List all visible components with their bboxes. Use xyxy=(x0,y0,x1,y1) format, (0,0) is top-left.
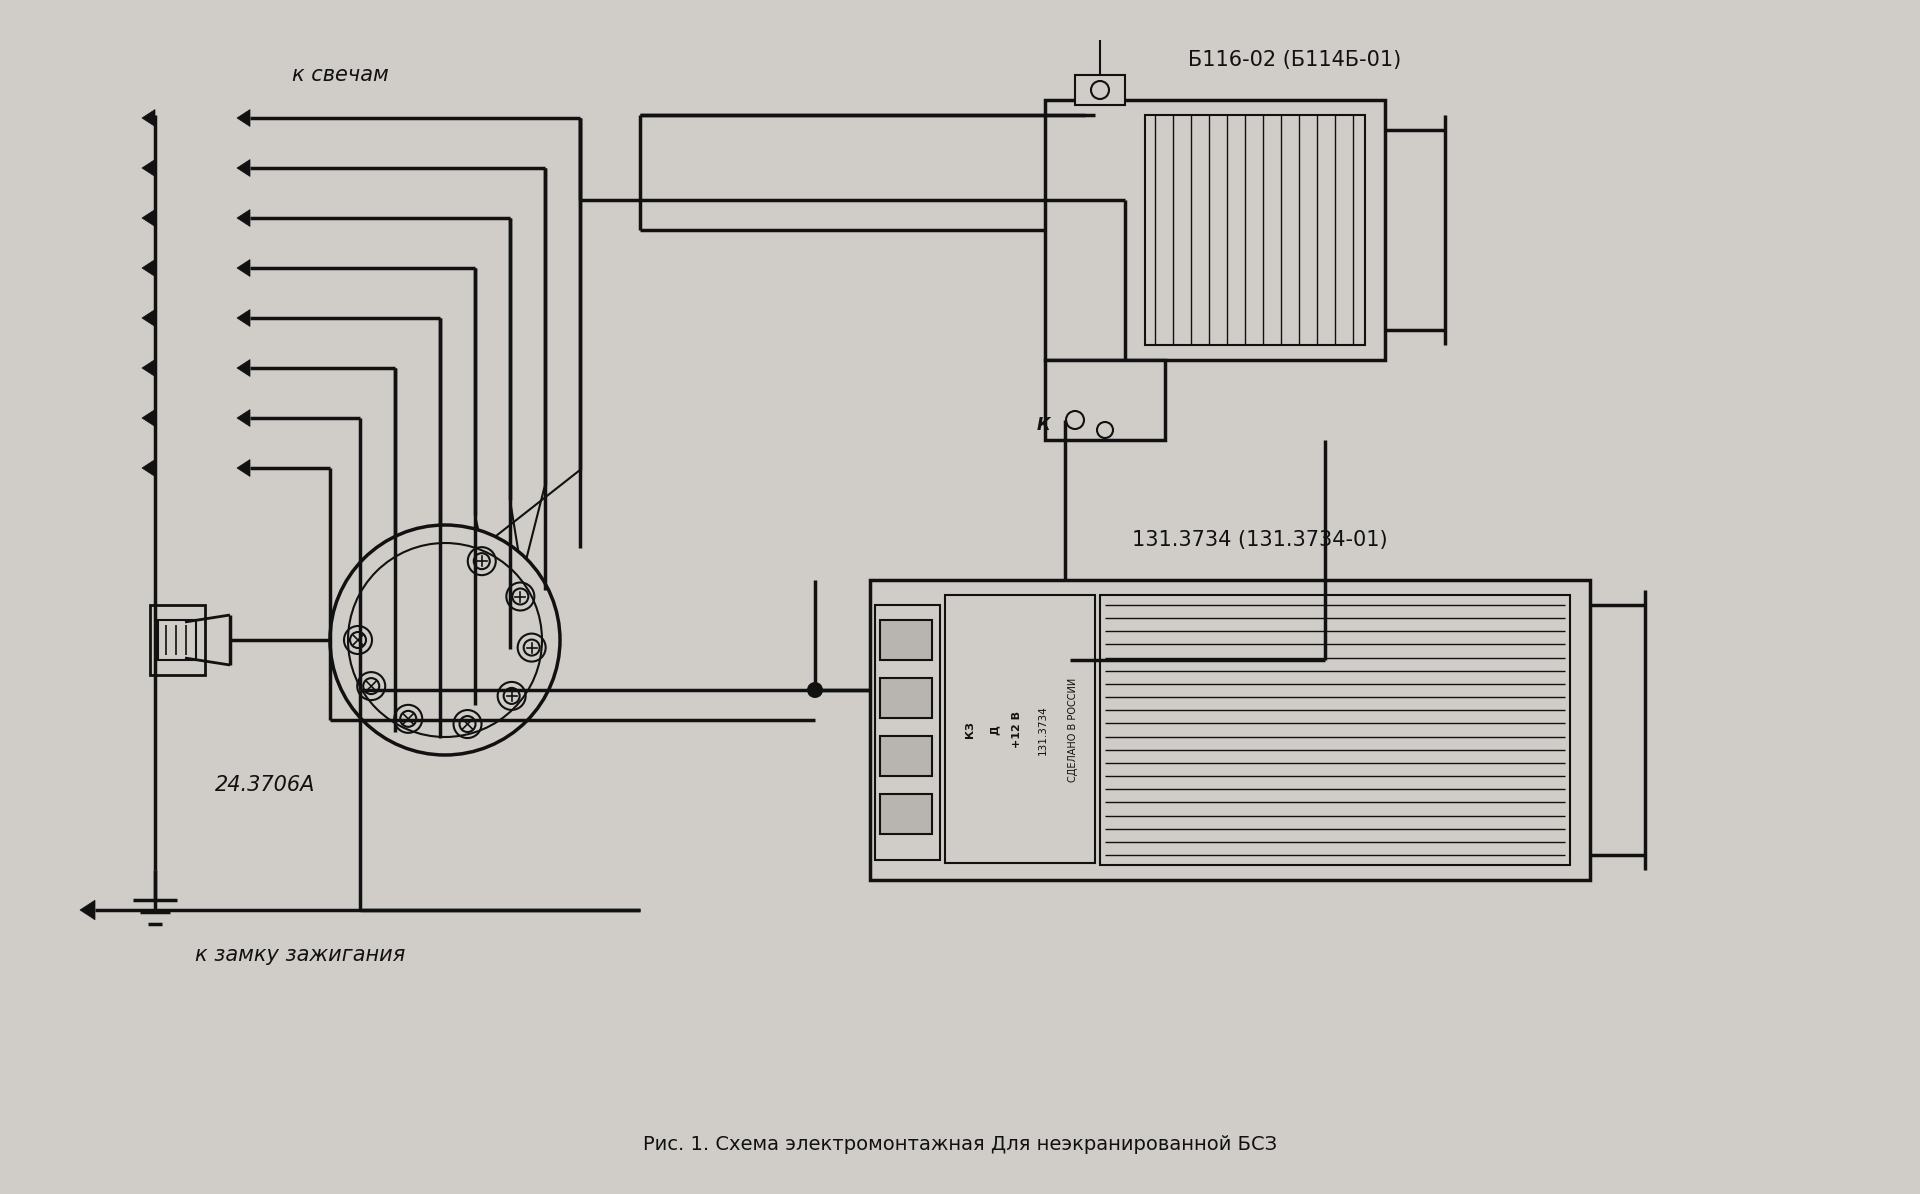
Text: Рис. 1. Схема электромонтажная Для неэкранированной БСЗ: Рис. 1. Схема электромонтажная Для неэкр… xyxy=(643,1135,1277,1155)
Polygon shape xyxy=(236,460,250,476)
Polygon shape xyxy=(142,460,156,476)
Text: 24.3706А: 24.3706А xyxy=(215,775,315,795)
Bar xyxy=(1044,100,1384,361)
Polygon shape xyxy=(142,410,156,426)
Bar xyxy=(1044,361,1165,441)
Text: СДЕЛАНО В РОССИИ: СДЕЛАНО В РОССИИ xyxy=(1068,678,1077,782)
Circle shape xyxy=(330,525,561,755)
Bar xyxy=(879,678,931,718)
Polygon shape xyxy=(236,359,250,376)
Bar xyxy=(879,620,931,660)
Polygon shape xyxy=(142,160,156,177)
Polygon shape xyxy=(236,309,250,326)
Text: к свечам: к свечам xyxy=(292,64,388,85)
Polygon shape xyxy=(142,259,156,277)
Polygon shape xyxy=(142,309,156,326)
Polygon shape xyxy=(236,410,250,426)
Bar xyxy=(879,794,931,833)
Text: КЗ: КЗ xyxy=(966,721,975,738)
Bar xyxy=(870,580,1590,880)
Polygon shape xyxy=(142,359,156,376)
Polygon shape xyxy=(142,110,156,127)
Bar xyxy=(1075,75,1125,105)
Text: +12 В: +12 В xyxy=(1012,712,1021,749)
Bar xyxy=(157,620,196,660)
Circle shape xyxy=(806,682,824,698)
Bar xyxy=(876,605,941,860)
Text: 131.3734 (131.3734-01): 131.3734 (131.3734-01) xyxy=(1133,530,1388,550)
Bar xyxy=(879,736,931,776)
Polygon shape xyxy=(236,210,250,227)
Text: 131.3734: 131.3734 xyxy=(1039,706,1048,755)
Text: Б116-02 (Б114Б-01): Б116-02 (Б114Б-01) xyxy=(1188,50,1402,70)
Bar xyxy=(945,595,1094,863)
Polygon shape xyxy=(142,210,156,227)
Bar xyxy=(1144,115,1365,345)
Polygon shape xyxy=(236,160,250,177)
Text: К: К xyxy=(1037,416,1050,433)
Text: Д: Д xyxy=(991,725,1000,736)
Bar xyxy=(150,605,205,675)
Polygon shape xyxy=(236,110,250,127)
Text: к замку зажигания: к замку зажигания xyxy=(194,944,405,965)
Bar xyxy=(1100,595,1571,864)
Polygon shape xyxy=(81,900,94,919)
Polygon shape xyxy=(236,259,250,277)
